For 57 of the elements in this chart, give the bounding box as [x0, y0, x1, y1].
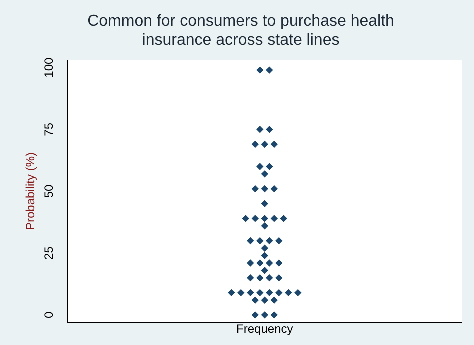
- point: [266, 66, 274, 74]
- point: [228, 289, 236, 297]
- point: [266, 237, 274, 245]
- y-axis-title: Probability (%): [24, 152, 38, 231]
- point: [285, 289, 292, 297]
- point: [256, 260, 264, 267]
- point: [270, 215, 278, 222]
- point: [276, 274, 283, 282]
- x-axis-title: Frequency: [236, 322, 294, 336]
- point: [270, 140, 278, 148]
- point: [261, 215, 268, 222]
- point: [256, 126, 264, 134]
- point: [261, 185, 268, 193]
- point: [261, 267, 268, 274]
- point: [261, 222, 268, 230]
- point: [247, 274, 254, 282]
- point: [261, 170, 268, 178]
- point: [252, 215, 259, 222]
- point: [247, 260, 254, 267]
- point: [252, 312, 259, 319]
- y-tick-label: 50: [42, 184, 56, 198]
- point: [247, 289, 254, 297]
- point: [261, 244, 268, 252]
- point: [280, 215, 288, 222]
- point: [270, 296, 278, 304]
- point: [256, 66, 264, 74]
- y-tick-label: 75: [42, 122, 56, 136]
- point: [247, 237, 254, 245]
- point: [238, 289, 245, 297]
- point: [266, 126, 274, 134]
- y-tick-label: 25: [42, 246, 56, 260]
- point: [252, 296, 259, 304]
- point: [252, 140, 259, 148]
- chart-title: Common for consumers to purchase health insurance across state lines: [88, 13, 394, 50]
- point: [261, 312, 268, 319]
- point: [266, 274, 274, 282]
- point: [261, 296, 268, 304]
- point: [276, 289, 283, 297]
- point: [256, 274, 264, 282]
- point: [242, 215, 250, 222]
- point: [294, 289, 302, 297]
- point: [261, 252, 268, 260]
- point: [256, 289, 264, 297]
- y-tick-label: 100: [42, 57, 56, 78]
- point: [261, 140, 268, 148]
- point: [252, 185, 259, 193]
- point: [266, 260, 274, 267]
- y-tick-label: 0: [42, 312, 56, 319]
- point: [266, 289, 274, 297]
- point: [256, 237, 264, 245]
- point: [256, 163, 264, 170]
- point: [276, 237, 283, 245]
- point: [270, 312, 278, 319]
- point: [261, 200, 268, 208]
- point: [276, 260, 283, 267]
- point: [266, 163, 274, 170]
- point: [270, 185, 278, 193]
